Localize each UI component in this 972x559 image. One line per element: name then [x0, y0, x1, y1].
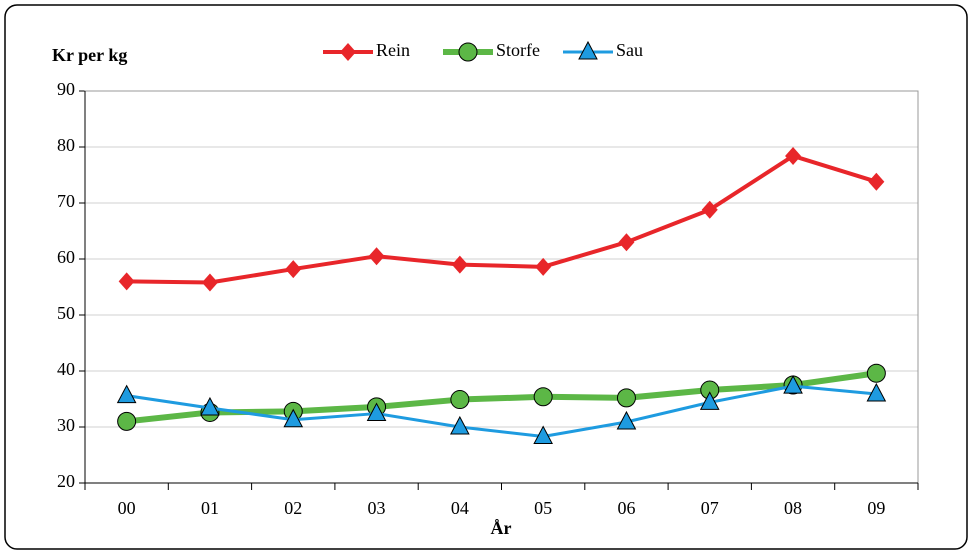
frame: [4, 4, 968, 550]
marker: [340, 43, 356, 61]
y-tick-label: 90: [57, 79, 75, 99]
marker: [118, 272, 135, 291]
marker: [618, 233, 635, 252]
marker: [283, 408, 304, 428]
marker: [201, 273, 218, 292]
marker: [450, 390, 470, 410]
marker: [866, 382, 887, 402]
x-tick-label: 02: [284, 498, 302, 518]
legend-label: Sau: [616, 40, 643, 60]
y-tick-label: 50: [57, 303, 75, 323]
marker: [533, 425, 553, 445]
marker: [616, 388, 636, 408]
marker: [366, 402, 387, 422]
marker: [785, 146, 802, 165]
marker: [535, 257, 552, 276]
marker: [285, 260, 302, 279]
x-tick-label: 07: [701, 498, 719, 518]
x-tick-label: 09: [867, 498, 885, 518]
y-tick-label: 30: [57, 415, 75, 435]
series-line: [126, 384, 877, 439]
marker: [699, 391, 720, 410]
marker: [701, 200, 718, 219]
x-tick-label: 04: [451, 498, 469, 518]
marker: [533, 387, 553, 407]
x-tick-label: 01: [201, 498, 219, 518]
x-tick-label: 05: [534, 498, 552, 518]
marker: [866, 363, 886, 383]
x-tick-label: 00: [118, 498, 136, 518]
x-tick-label: 06: [617, 498, 635, 518]
chart-title: Kr per kg: [52, 45, 127, 65]
marker: [200, 396, 220, 416]
x-tick-label: 03: [368, 498, 386, 518]
y-tick-label: 60: [57, 247, 75, 267]
series-line: [126, 153, 877, 285]
y-tick-label: 80: [57, 135, 75, 155]
legend-label: Rein: [376, 40, 410, 60]
marker: [458, 42, 478, 62]
x-tick-label: 08: [784, 498, 802, 518]
y-tick-label: 20: [57, 471, 75, 491]
marker: [783, 375, 803, 394]
x-axis-label: År: [491, 518, 512, 538]
marker: [616, 410, 637, 430]
legend-label: Storfe: [496, 40, 540, 60]
marker: [451, 255, 468, 274]
marker: [117, 411, 137, 431]
marker: [368, 247, 385, 266]
marker: [578, 40, 598, 60]
series-line: [126, 370, 877, 425]
marker: [116, 384, 137, 404]
y-tick-label: 70: [57, 191, 75, 211]
marker: [868, 172, 885, 191]
y-tick-label: 40: [57, 359, 75, 379]
marker: [450, 415, 470, 435]
